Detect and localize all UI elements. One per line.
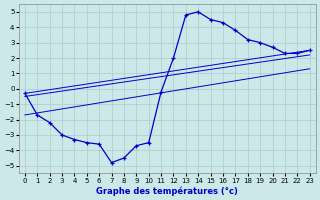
- X-axis label: Graphe des températures (°c): Graphe des températures (°c): [96, 186, 238, 196]
